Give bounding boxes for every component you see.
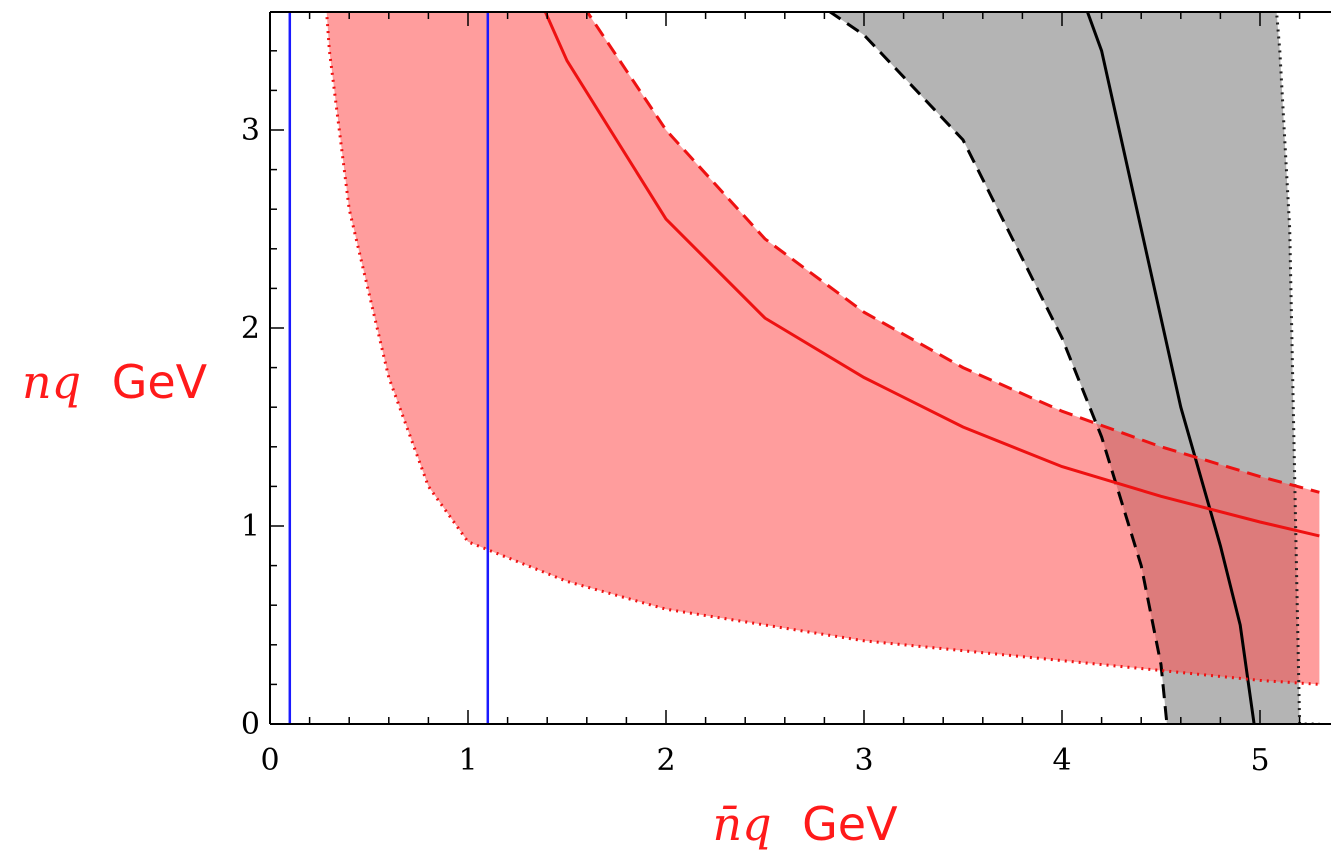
y-axis-unit: GeV: [112, 355, 208, 409]
x-tick-label: 0: [260, 743, 279, 778]
x-tick-label: 4: [1052, 743, 1071, 778]
y-tick-label: 1: [241, 509, 260, 544]
y-tick-label: 3: [241, 113, 260, 148]
y-axis-variable: nq: [22, 355, 81, 409]
x-tick-label: 2: [656, 743, 675, 778]
x-axis-unit: GeV: [802, 797, 898, 851]
red-band-upper-edge: [585, 12, 1320, 494]
black-center-curve: [1085, 12, 1256, 724]
red-center-curve: [543, 12, 1320, 538]
x-axis-label: n̄q GeV: [712, 797, 898, 851]
red-band: [326, 12, 1320, 685]
plot-area: [288, 12, 1320, 724]
x-tick-label: 5: [1250, 743, 1269, 778]
x-tick-label: 3: [854, 743, 873, 778]
y-axis-label: nq GeV: [22, 355, 208, 409]
gray-band-lower-edge: [827, 12, 1169, 724]
x-axis-variable: n̄q: [712, 797, 771, 851]
axis-ticks: [269, 12, 1301, 725]
x-tick-label: 1: [458, 743, 477, 778]
y-tick-label: 2: [241, 311, 260, 346]
y-tick-label: 0: [241, 707, 260, 742]
